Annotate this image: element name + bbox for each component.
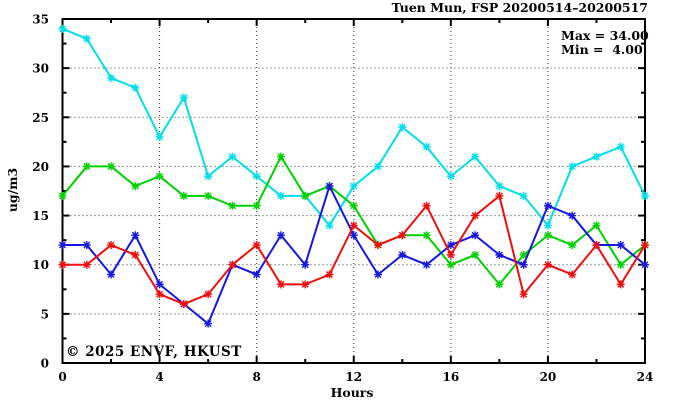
watermark-text: © 2025 ENVF, HKUST bbox=[66, 344, 242, 360]
chart-title: Tuen Mun, FSP 20200514–20200517 bbox=[392, 0, 648, 15]
red-series-markers bbox=[58, 191, 649, 309]
x-tick-label: 24 bbox=[637, 370, 654, 384]
y-tick-label: 15 bbox=[32, 209, 49, 223]
y-axis-title: ug/m3 bbox=[5, 168, 20, 212]
max-value-label: Max = 34.00 bbox=[561, 28, 649, 43]
x-tick-label: 4 bbox=[155, 370, 163, 384]
axis-labels: 0 5 10 15 20 25 30 35 0 4 8 12 16 20 24 bbox=[32, 13, 653, 385]
y-tick-label: 35 bbox=[32, 13, 49, 27]
green-series-markers bbox=[58, 152, 649, 289]
y-tick-label: 10 bbox=[32, 258, 49, 272]
x-tick-label: 12 bbox=[345, 370, 362, 384]
y-tick-label: 30 bbox=[32, 62, 49, 76]
gridlines bbox=[62, 19, 645, 363]
x-tick-label: 16 bbox=[442, 370, 459, 384]
x-axis-title: Hours bbox=[331, 385, 374, 400]
x-tick-label: 0 bbox=[58, 370, 66, 384]
y-tick-label: 20 bbox=[32, 160, 49, 174]
data-series bbox=[58, 24, 649, 328]
min-value-label: Min = 4.00 bbox=[561, 42, 643, 57]
x-tick-label: 8 bbox=[252, 370, 260, 384]
y-tick-label: 25 bbox=[32, 111, 49, 125]
plot-border bbox=[61, 18, 646, 364]
y-tick-label: 0 bbox=[41, 357, 49, 371]
plot-frame bbox=[61, 18, 646, 364]
y-tick-label: 5 bbox=[41, 307, 49, 321]
x-tick-label: 20 bbox=[540, 370, 557, 384]
watermark-layer: © 2025 ENVF, HKUST bbox=[66, 344, 242, 360]
cyan-series-markers bbox=[58, 24, 649, 230]
